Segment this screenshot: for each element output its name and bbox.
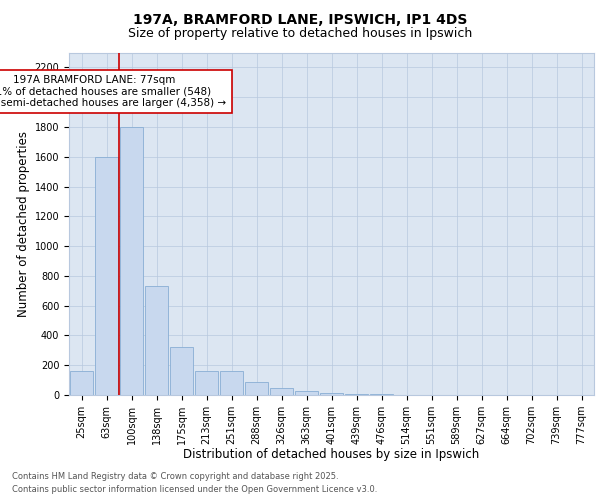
Bar <box>295 390 318 395</box>
X-axis label: Distribution of detached houses by size in Ipswich: Distribution of detached houses by size … <box>184 448 479 462</box>
Text: Contains HM Land Registry data © Crown copyright and database right 2025.: Contains HM Land Registry data © Crown c… <box>12 472 338 481</box>
Bar <box>195 371 218 395</box>
Bar <box>345 394 368 395</box>
Y-axis label: Number of detached properties: Number of detached properties <box>17 130 31 317</box>
Text: Size of property relative to detached houses in Ipswich: Size of property relative to detached ho… <box>128 28 472 40</box>
Bar <box>145 286 168 395</box>
Text: Contains public sector information licensed under the Open Government Licence v3: Contains public sector information licen… <box>12 485 377 494</box>
Text: 197A BRAMFORD LANE: 77sqm
← 11% of detached houses are smaller (548)
89% of semi: 197A BRAMFORD LANE: 77sqm ← 11% of detac… <box>0 75 227 108</box>
Bar <box>245 382 268 395</box>
Bar <box>270 388 293 395</box>
Bar <box>170 346 193 395</box>
Bar <box>320 393 343 395</box>
Bar <box>220 371 243 395</box>
Bar <box>120 127 143 395</box>
Bar <box>370 394 393 395</box>
Text: 197A, BRAMFORD LANE, IPSWICH, IP1 4DS: 197A, BRAMFORD LANE, IPSWICH, IP1 4DS <box>133 12 467 26</box>
Bar <box>70 371 93 395</box>
Bar <box>95 156 118 395</box>
